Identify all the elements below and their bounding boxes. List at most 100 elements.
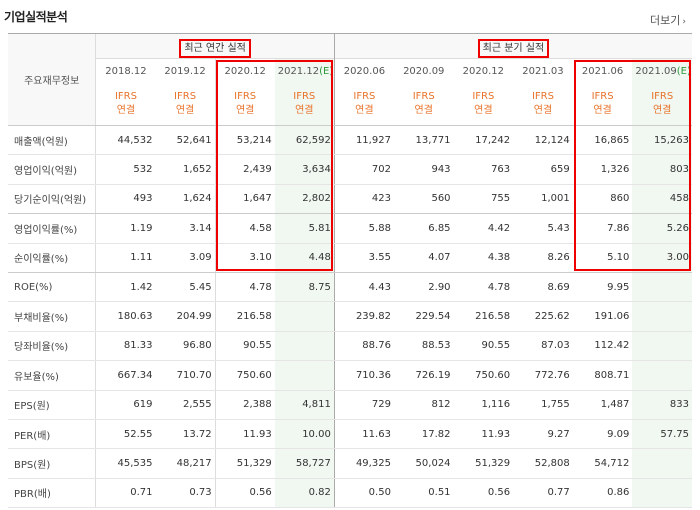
table-row: 영업이익률(%) 1.19 3.14 4.58 5.81 5.88 6.85 4.42 5.43…	[8, 213, 692, 244]
accounting-basis: IFRS 연결	[333, 83, 394, 126]
table-cell: 112.42	[572, 331, 633, 362]
row-label: EPS(원)	[8, 390, 96, 420]
table-cell: 51,329	[453, 448, 514, 479]
table-cell: 5.10	[572, 243, 633, 273]
estimate-mark: (E)	[319, 65, 334, 77]
table-cell: 0.86	[572, 478, 633, 509]
table-cell: 216.58	[214, 301, 275, 332]
row-label: PBR(배)	[8, 478, 96, 509]
table-cell: 4.48	[274, 243, 335, 273]
consolidated-label: 연결	[175, 105, 195, 116]
row-label: BPS(원)	[8, 448, 96, 479]
accounting-basis: IFRS 연결	[274, 83, 335, 126]
ifrs-label: IFRS	[412, 91, 435, 102]
table-cell: 532	[95, 154, 156, 185]
table-cell: 0.73	[155, 478, 216, 509]
table-cell: 1,647	[214, 184, 275, 215]
table-cell: 3.09	[155, 243, 216, 273]
table-cell: 833	[632, 390, 692, 420]
table-cell: 96.80	[155, 331, 216, 362]
table-cell	[274, 301, 335, 332]
row-label: 순이익률(%)	[8, 243, 96, 273]
table-cell: 10.00	[274, 419, 335, 450]
period-header: 2020.06	[333, 58, 394, 83]
table-cell: 3,634	[274, 154, 335, 185]
table-cell: 3.55	[333, 243, 394, 273]
more-link[interactable]: 더보기 ›	[650, 12, 686, 28]
table-cell: 4.42	[453, 213, 514, 244]
table-cell: 4.78	[453, 272, 514, 303]
table-cell: 458	[632, 184, 692, 215]
table-cell: 702	[333, 154, 394, 185]
row-label: 영업이익(억원)	[8, 154, 96, 185]
table-cell: 1,487	[572, 390, 633, 420]
table-cell: 803	[632, 154, 692, 185]
period-header: 2021.09(E)	[632, 58, 692, 83]
table-row: 영업이익(억원) 532 1,652 2,439 3,634 702 943 763 659 1,…	[8, 154, 692, 185]
row-label: 부채비율(%)	[8, 301, 96, 332]
period-header: 2019.12	[155, 58, 216, 83]
table-cell: 2.90	[393, 272, 454, 303]
table-cell: 216.58	[453, 301, 514, 332]
table-cell: 1,001	[513, 184, 573, 215]
row-label: ROE(%)	[8, 272, 96, 303]
table-cell: 9.09	[572, 419, 633, 450]
table-cell: 729	[333, 390, 394, 420]
table-cell: 1,755	[513, 390, 573, 420]
table-cell: 62,592	[274, 125, 335, 156]
period-label: 2021.12	[277, 65, 320, 77]
table-row: PER(배) 52.55 13.72 11.93 10.00 11.63 17.82 11.9…	[8, 419, 692, 450]
table-cell: 1.19	[95, 213, 156, 244]
table-cell: 750.60	[214, 360, 275, 391]
table-cell: 3.14	[155, 213, 216, 244]
table-cell: 52,641	[155, 125, 216, 156]
table-cell: 4.43	[333, 272, 394, 303]
table-cell: 9.95	[572, 272, 633, 303]
table-cell: 710.70	[155, 360, 216, 391]
table-cell: 16,865	[572, 125, 633, 156]
period-label: 2021.03	[522, 65, 564, 77]
table-cell: 88.53	[393, 331, 454, 362]
chevron-right-icon: ›	[682, 17, 686, 27]
table-row: EPS(원) 619 2,555 2,388 4,811 729 812 1,116 1,755…	[8, 390, 692, 420]
table-cell	[274, 331, 335, 362]
table-cell: 560	[393, 184, 454, 215]
table-cell: 204.99	[155, 301, 216, 332]
table-cell: 81.33	[95, 331, 156, 362]
accounting-basis: IFRS 연결	[513, 83, 573, 126]
table-cell: 710.36	[333, 360, 394, 391]
table-cell: 750.60	[453, 360, 514, 391]
table-cell: 88.76	[333, 331, 394, 362]
table-cell: 8.69	[513, 272, 573, 303]
table-cell: 12,124	[513, 125, 573, 156]
ifrs-label: IFRS	[174, 91, 197, 102]
table-cell: 808.71	[572, 360, 633, 391]
table-cell: 4.38	[453, 243, 514, 273]
table-cell: 13,771	[393, 125, 454, 156]
accounting-basis: IFRS 연결	[632, 83, 692, 126]
accounting-basis: IFRS 연결	[214, 83, 275, 126]
consolidated-label: 연결	[533, 105, 553, 116]
table-cell: 57.75	[632, 419, 692, 450]
table-cell: 11,927	[333, 125, 394, 156]
consolidated-label: 연결	[116, 105, 136, 116]
table-cell: 87.03	[513, 331, 573, 362]
table-cell: 8.26	[513, 243, 573, 273]
table-cell: 667.34	[95, 360, 156, 391]
table-cell: 0.71	[95, 478, 156, 509]
ifrs-label: IFRS	[651, 91, 674, 102]
table-cell: 44,532	[95, 125, 156, 156]
period-header: 2020.12	[453, 58, 514, 83]
table-cell: 763	[453, 154, 514, 185]
table-cell: 755	[453, 184, 514, 215]
row-label: 매출액(억원)	[8, 125, 96, 156]
table-cell: 229.54	[393, 301, 454, 332]
group-annual: 최근 연간 실적	[95, 33, 335, 59]
table-cell: 860	[572, 184, 633, 215]
table-cell: 4,811	[274, 390, 335, 420]
accounting-basis: IFRS 연결	[393, 83, 454, 126]
table-cell: 90.55	[214, 331, 275, 362]
row-label: PER(배)	[8, 419, 96, 450]
ifrs-label: IFRS	[114, 91, 137, 102]
accounting-basis: IFRS 연결	[572, 83, 633, 126]
